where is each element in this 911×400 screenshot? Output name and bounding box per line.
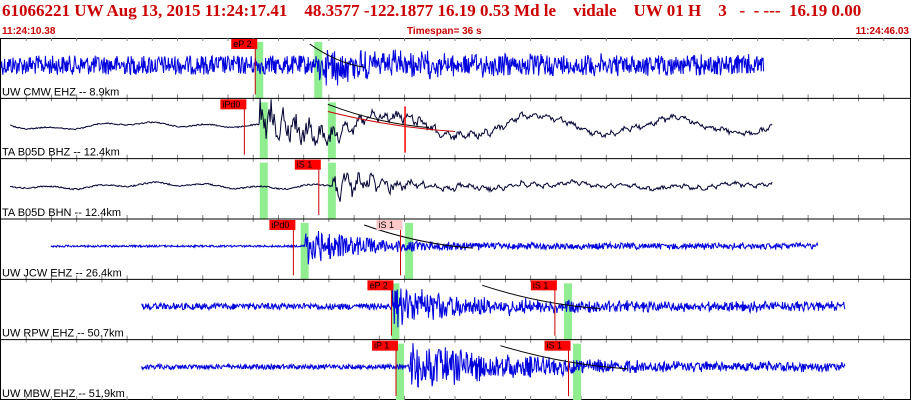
s-window-band (573, 343, 582, 400)
s-window-band (405, 223, 414, 280)
waveform-trace[interactable] (50, 230, 819, 265)
end-time: 11:24:46.03 (855, 26, 909, 37)
pick-flag[interactable] (530, 280, 557, 291)
pick-flag[interactable] (371, 340, 398, 351)
p-window-band (300, 223, 309, 280)
pick-label[interactable]: iS 1 (547, 341, 563, 351)
p-window-band (259, 102, 268, 159)
travel-time-curve (309, 43, 365, 68)
s-window-band (563, 283, 572, 340)
travel-time-curve (364, 224, 474, 249)
travel-time-curve (327, 103, 428, 128)
channel-label: TA B05D BHN -- 12.4km (2, 207, 121, 219)
seismogram-panel[interactable]: eP 2 UW CMW EHZ -- 8.9km iPd0 TA B05D BHZ -… (0, 38, 911, 400)
pick-label[interactable]: iPd0 (271, 220, 289, 230)
pick-label[interactable]: iS 1 (379, 220, 395, 230)
channel-label: UW MBW EHZ -- 51.9km (2, 388, 125, 400)
p-window-band (391, 283, 400, 340)
pick-label[interactable]: iP 1 (374, 341, 389, 351)
pick-flag[interactable] (231, 39, 258, 49)
p-window-band (259, 162, 268, 219)
pick-label[interactable]: iS 1 (533, 280, 549, 290)
pick-flag[interactable] (220, 99, 247, 110)
pick-flag[interactable] (544, 340, 571, 351)
waveform-trace[interactable] (141, 285, 846, 328)
start-time: 11:24:10.38 (2, 26, 56, 37)
channel-label: TA B05D BHZ -- 12.4km (2, 147, 120, 159)
channel-label: UW CMW EHZ -- 8.9km (2, 86, 119, 98)
event-title: 61066221 UW Aug 13, 2015 11:24:17.41 48.… (2, 1, 862, 20)
waveform-trace[interactable] (0, 49, 765, 86)
pick-label[interactable]: eP 2 (233, 39, 251, 49)
p-window-band (395, 343, 404, 400)
pick-flag[interactable] (294, 159, 321, 170)
pick-label[interactable]: eP 2 (369, 280, 387, 290)
fit-curve (327, 110, 456, 132)
waveform-trace[interactable] (9, 172, 773, 202)
waveform-trace[interactable] (141, 343, 846, 388)
pick-label[interactable]: iS 1 (297, 160, 313, 170)
pick-flag[interactable] (376, 220, 403, 230)
s-window-band (327, 162, 336, 219)
timespan: Timespan= 36 s (407, 26, 482, 37)
pick-label[interactable]: iPd0 (222, 99, 240, 109)
channel-label: UW JCW EHZ -- 26.4km (2, 267, 122, 279)
pick-flag[interactable] (367, 280, 394, 291)
event-header: 61066221 UW Aug 13, 2015 11:24:17.41 48.… (0, 0, 911, 38)
travel-time-curve (482, 284, 601, 309)
travel-time-curve (500, 345, 628, 370)
pick-flag[interactable] (269, 220, 296, 230)
channel-label: UW RPW EHZ -- 50.7km (2, 328, 124, 340)
waveform-trace[interactable] (9, 98, 773, 146)
